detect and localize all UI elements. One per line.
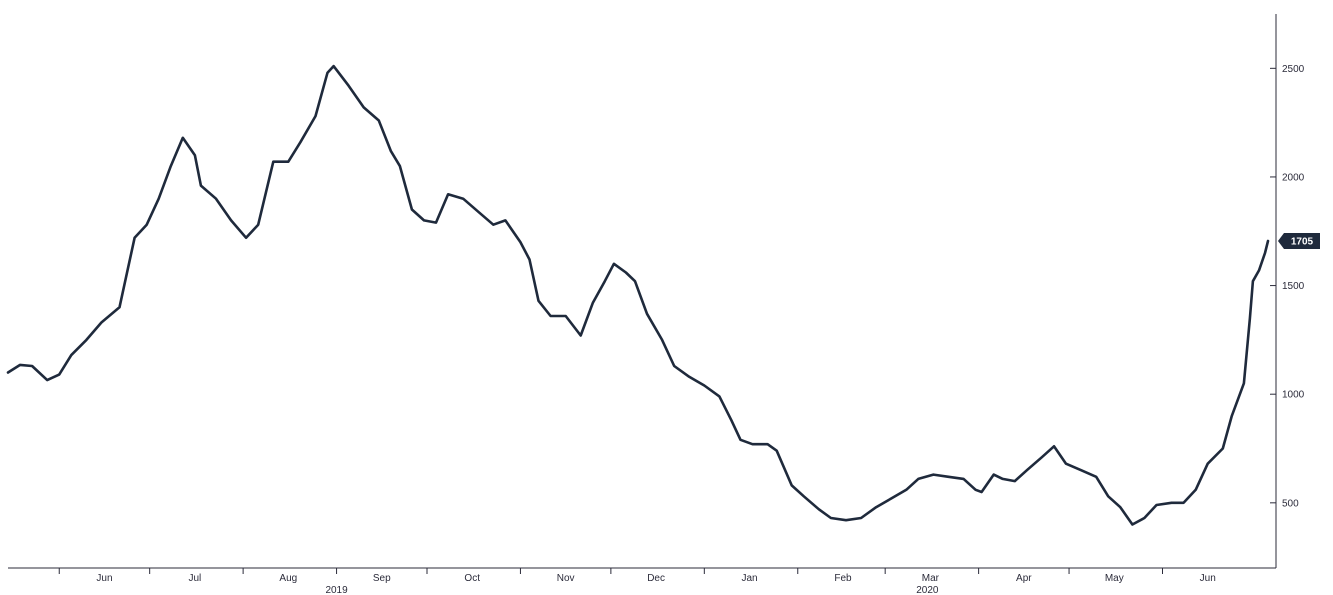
x-tick-label: Jun xyxy=(96,573,112,584)
x-tick-label: Jul xyxy=(188,573,201,584)
x-tick-label: Feb xyxy=(834,573,852,584)
x-year-label: 2019 xyxy=(325,585,348,595)
y-tick-label: 500 xyxy=(1282,498,1299,509)
series-line xyxy=(6,64,1270,526)
x-tick-label: Jan xyxy=(741,573,757,584)
x-tick-label: Dec xyxy=(647,573,665,584)
x-tick-label: Sep xyxy=(373,573,391,584)
y-tick-label: 2500 xyxy=(1282,64,1305,75)
x-tick-label: Apr xyxy=(1016,573,1032,584)
x-ticks: Jun Jul Aug Sep Oct Nov Dec Jan Feb Mar Apr May Jun 2… xyxy=(58,568,1216,595)
y-ticks: 500 1000 1500 2000 2500 xyxy=(1270,64,1305,509)
x-year-label: 2020 xyxy=(916,585,939,595)
axes xyxy=(8,14,1277,569)
x-tick-label: Jun xyxy=(1200,573,1216,584)
last-value-badge-shape xyxy=(1278,233,1320,250)
last-value-badge: 1705 xyxy=(1278,233,1320,250)
x-tick-label: Nov xyxy=(557,573,575,584)
x-tick-label: May xyxy=(1105,573,1124,584)
y-tick-label: 1500 xyxy=(1282,281,1305,292)
y-tick-label: 1000 xyxy=(1282,390,1305,401)
x-tick-label: Oct xyxy=(464,573,480,584)
last-value-label: 1705 xyxy=(1291,237,1314,248)
x-tick-label: Mar xyxy=(922,573,940,584)
y-tick-label: 2000 xyxy=(1282,172,1305,183)
series-layer xyxy=(6,64,1270,526)
x-tick-label: Aug xyxy=(279,573,297,584)
